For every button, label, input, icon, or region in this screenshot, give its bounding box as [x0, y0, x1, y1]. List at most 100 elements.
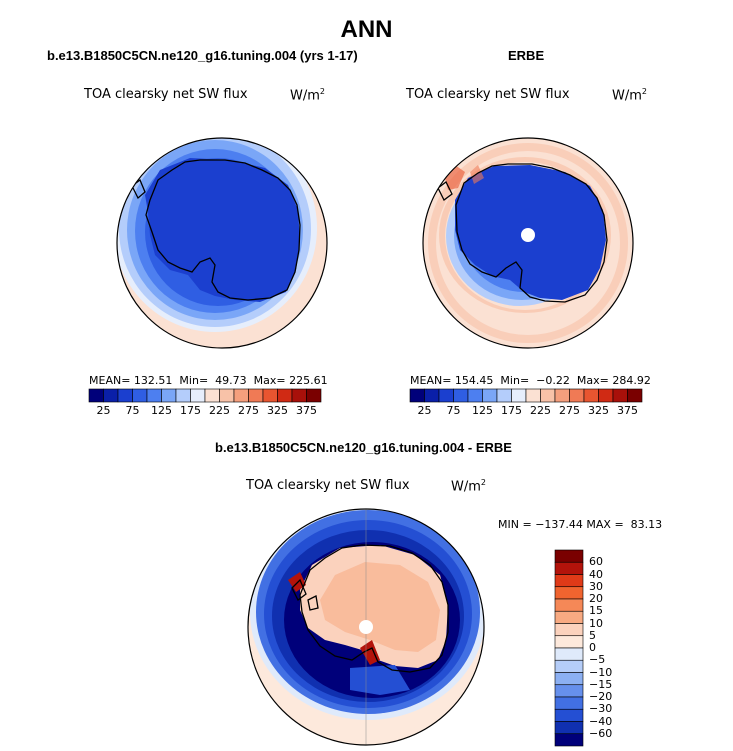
diff-colorbar-swatch: [554, 659, 584, 673]
obs-colorbar-tick: 25: [417, 404, 432, 417]
obs-colorbar-tick: 225: [530, 404, 551, 417]
diff-colorbar-swatch: [554, 574, 584, 588]
diff-colorbar-tick: −40: [589, 714, 613, 728]
diff-colorbar-tick: −30: [589, 702, 613, 716]
obs-colorbar-swatch: [540, 388, 556, 403]
obs-colorbar-swatch: [569, 388, 585, 403]
obs-colorbar-swatch: [424, 388, 440, 403]
model-colorbar-swatch: [306, 388, 322, 403]
obs-case-title: ERBE: [508, 48, 545, 63]
model-stats: MEAN= 132.51 Min= 49.73 Max= 225.61: [89, 374, 328, 387]
obs-colorbar-swatch: [409, 388, 425, 403]
diff-colorbar-swatch: [554, 721, 584, 735]
obs-colorbar-tick: 75: [446, 404, 461, 417]
diff-colorbar-swatch: [554, 586, 584, 600]
diff-colorbar-tick: 30: [589, 579, 603, 593]
model-map-boundary: [116, 137, 328, 349]
model-colorbar-swatch: [88, 388, 104, 403]
obs-colorbar-swatch: [554, 388, 570, 403]
model-colorbar-tick: 325: [267, 404, 288, 417]
obs-colorbar-swatch: [627, 388, 643, 403]
diff-colorbar-swatch: [554, 733, 584, 747]
model-colorbar-tick: 75: [125, 404, 140, 417]
obs-colorbar-swatch: [598, 388, 614, 403]
model-colorbar-swatch: [146, 388, 162, 403]
obs-stats: MEAN= 154.45 Min= −0.22 Max= 284.92: [410, 374, 651, 387]
obs-colorbar-tick: 325: [588, 404, 609, 417]
obs-colorbar-swatch: [511, 388, 527, 403]
model-colorbar-swatch: [291, 388, 307, 403]
model-variable-label: TOA clearsky net SW flux: [84, 87, 248, 102]
diff-variable-label: TOA clearsky net SW flux: [246, 478, 410, 493]
diff-colorbar-tick: −10: [589, 665, 613, 679]
obs-map-boundary: [422, 137, 634, 349]
model-colorbar-tick: 175: [180, 404, 201, 417]
diff-colorbar-swatch: [554, 598, 584, 612]
diff-colorbar-tick: 15: [589, 604, 603, 618]
model-colorbar-ticks: 25 75 125 175 225 275 325 375: [89, 404, 321, 418]
obs-colorbar-swatch: [496, 388, 512, 403]
diff-colorbar-swatch: [554, 561, 584, 575]
model-colorbar: [88, 388, 322, 403]
obs-colorbar-swatch: [438, 388, 454, 403]
model-colorbar-swatch: [233, 388, 249, 403]
obs-colorbar-swatch: [583, 388, 599, 403]
figure-title: ANN: [340, 16, 393, 43]
diff-map-boundary: [247, 508, 485, 746]
obs-pole-hole: [521, 228, 535, 242]
obs-colorbar-tick: 275: [559, 404, 580, 417]
diff-case-title: b.e13.B1850C5CN.ne120_g16.tuning.004 - E…: [215, 440, 512, 455]
model-coastline: [131, 159, 301, 301]
model-colorbar-tick: 125: [151, 404, 172, 417]
obs-colorbar-swatch: [453, 388, 469, 403]
diff-colorbar-swatch: [554, 696, 584, 710]
model-colorbar-swatch: [161, 388, 177, 403]
model-units-label: W/m2: [290, 87, 325, 104]
diff-colorbar-swatch: [554, 623, 584, 637]
obs-colorbar-swatch: [467, 388, 483, 403]
diff-units-label: W/m2: [451, 478, 486, 495]
diff-colorbar-tick: −60: [589, 726, 613, 740]
model-colorbar-swatch: [190, 388, 206, 403]
model-colorbar-swatch: [204, 388, 220, 403]
diff-coastline: [291, 544, 449, 673]
diff-colorbar-swatch: [554, 635, 584, 649]
obs-colorbar-tick: 175: [501, 404, 522, 417]
obs-colorbar: [409, 388, 643, 403]
diff-colorbar-swatch: [554, 610, 584, 624]
model-colorbar-swatch: [248, 388, 264, 403]
diff-colorbar-tick: 0: [589, 641, 596, 654]
model-case-title: b.e13.B1850C5CN.ne120_g16.tuning.004 (yr…: [47, 48, 358, 63]
diff-colorbar-tick: 10: [589, 616, 603, 630]
diff-colorbar-tick: −15: [589, 677, 613, 691]
diff-colorbar-swatch: [554, 672, 584, 686]
diff-colorbar-tick: 5: [589, 628, 596, 642]
diff-colorbar-ticks: 60 40 30 20 15 10 5 0 −5 −10 −15 −20 −30 −40 −60: [589, 550, 629, 746]
model-flux-field: [117, 138, 327, 348]
obs-units-label: W/m2: [612, 87, 647, 104]
diff-colorbar-tick: −5: [589, 653, 606, 667]
model-colorbar-swatch: [219, 388, 235, 403]
diff-colorbar-tick: 60: [589, 555, 603, 569]
model-colorbar-swatch: [175, 388, 191, 403]
obs-colorbar-ticks: 25 75 125 175 225 275 325 375: [410, 404, 642, 418]
model-colorbar-tick: 225: [209, 404, 230, 417]
diff-colorbar-tick: −20: [589, 690, 613, 703]
obs-colorbar-tick: 375: [617, 404, 638, 417]
obs-colorbar-swatch: [525, 388, 541, 403]
model-colorbar-swatch: [262, 388, 278, 403]
model-colorbar-swatch: [103, 388, 119, 403]
obs-variable-label: TOA clearsky net SW flux: [406, 87, 570, 102]
diff-colorbar-tick: 20: [589, 592, 603, 605]
diff-colorbar-swatch: [554, 684, 584, 698]
model-colorbar-swatch: [117, 388, 133, 403]
diff-colorbar-tick: 40: [589, 567, 603, 581]
obs-colorbar-swatch: [482, 388, 498, 403]
diff-colorbar: [554, 549, 584, 747]
diff-stats: MIN = −137.44 MAX = 83.13: [498, 518, 663, 531]
model-colorbar-swatch: [277, 388, 293, 403]
model-colorbar-swatch: [132, 388, 148, 403]
model-colorbar-tick: 275: [238, 404, 259, 417]
obs-colorbar-tick: 125: [472, 404, 493, 417]
